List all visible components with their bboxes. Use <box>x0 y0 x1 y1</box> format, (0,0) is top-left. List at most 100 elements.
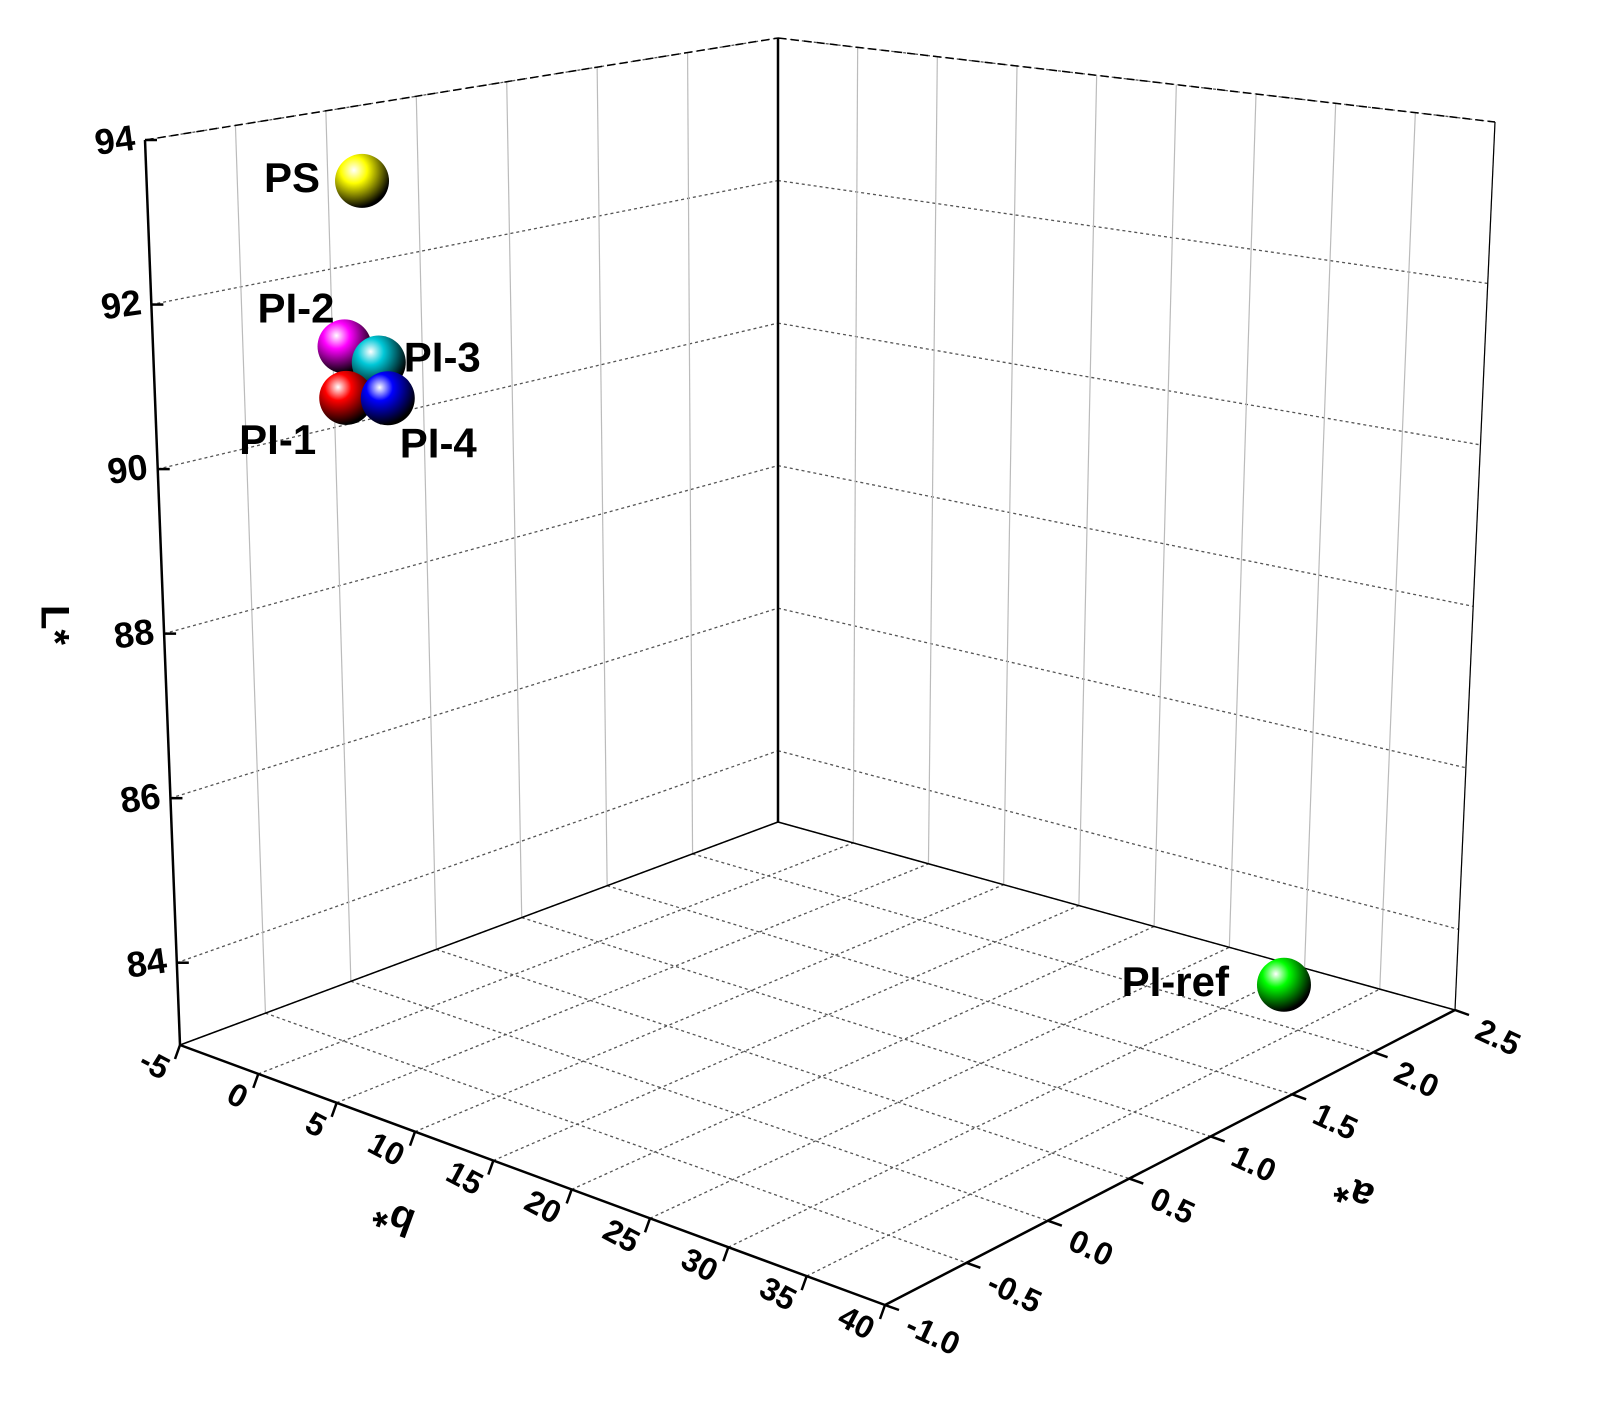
point-label: PI-2 <box>257 285 334 332</box>
tick-mark <box>487 1160 495 1175</box>
z-tick-label: 84 <box>124 939 169 985</box>
top-edge <box>144 37 779 141</box>
tick-mark <box>252 1073 260 1089</box>
z-tick-label: 92 <box>98 281 143 327</box>
grid-line <box>415 96 437 950</box>
z-axis-line <box>143 139 182 1046</box>
floor-edge <box>179 821 779 1046</box>
grid-line <box>777 607 1467 769</box>
tick-mark <box>800 1275 808 1291</box>
x-axis-title: b* <box>367 1190 420 1245</box>
grid-line <box>596 67 608 886</box>
grid-line <box>1303 103 1337 969</box>
x-tick-label: 30 <box>676 1240 724 1288</box>
z-axis-title: L* <box>32 605 76 645</box>
y-tick-label: 1.0 <box>1226 1138 1282 1189</box>
z-tick-label: 86 <box>118 775 163 821</box>
y-tick-label: 1.5 <box>1308 1096 1364 1147</box>
grid-line <box>436 948 1130 1180</box>
grid-line <box>336 863 929 1104</box>
tick-mark <box>878 1304 887 1320</box>
point-label: PI-ref <box>1122 958 1230 1005</box>
right-edge <box>1454 121 1496 1011</box>
y-tick-label: 0.0 <box>1063 1222 1119 1273</box>
x-tick-label: 20 <box>519 1183 567 1231</box>
grid-line <box>493 904 1080 1162</box>
tick-mark <box>330 1102 338 1118</box>
x-tick-label: 0 <box>221 1075 254 1115</box>
grid-line <box>927 56 938 864</box>
grid-line <box>1078 75 1098 906</box>
tick-mark <box>884 1303 900 1312</box>
x-tick-label: 25 <box>597 1211 645 1259</box>
grid-line <box>571 925 1155 1191</box>
grid-line <box>234 125 267 1014</box>
data-point <box>319 370 374 425</box>
z-tick-label: 90 <box>105 446 150 492</box>
grid-line <box>506 81 523 918</box>
grid-line <box>157 322 779 470</box>
point-label: PS <box>264 154 320 201</box>
grid-line <box>1379 112 1416 990</box>
grid-line <box>151 179 779 306</box>
x-tick-label: 15 <box>441 1154 489 1202</box>
data-point <box>360 371 415 426</box>
tick-mark <box>722 1246 730 1262</box>
tick-mark <box>173 1044 182 1060</box>
grid-line <box>1228 93 1257 948</box>
grid-line <box>325 110 352 982</box>
data-point <box>1256 957 1311 1012</box>
z-tick-label: 88 <box>111 610 156 656</box>
grid-line <box>265 1012 967 1264</box>
grid-line <box>176 750 779 964</box>
top-edge <box>777 37 1496 123</box>
grid-line <box>170 607 779 799</box>
x-tick-label: 40 <box>832 1298 880 1346</box>
grid-line <box>414 884 1004 1133</box>
x-tick-label: 35 <box>754 1269 802 1317</box>
y-tick-label: 2.0 <box>1389 1054 1445 1105</box>
grid-line <box>606 885 1293 1095</box>
tick-mark <box>1291 1093 1307 1101</box>
grid-line <box>521 916 1211 1138</box>
grid-line <box>728 967 1305 1248</box>
point-label: PI-4 <box>400 419 478 466</box>
tick-mark <box>408 1131 417 1147</box>
x-tick-label: 5 <box>300 1104 333 1144</box>
grid-line <box>777 464 1474 608</box>
data-point <box>335 153 390 208</box>
floor-edge <box>777 821 1456 1011</box>
y-tick-label: -0.5 <box>982 1264 1047 1320</box>
grid-line <box>649 946 1230 1219</box>
point-label: PI-1 <box>239 416 316 463</box>
grid-line <box>692 853 1374 1053</box>
tick-mark <box>1373 1050 1388 1059</box>
grid-line <box>686 52 694 854</box>
grid-line <box>163 465 779 635</box>
tick-mark <box>1454 1008 1470 1017</box>
grid-line <box>350 980 1049 1222</box>
tick-mark <box>1128 1177 1144 1185</box>
grid-line <box>1153 84 1177 927</box>
grid-line <box>852 47 859 843</box>
grid-line <box>777 750 1459 930</box>
z-tick-label: 94 <box>92 117 137 163</box>
tick-mark <box>565 1189 573 1204</box>
y-axis-title: a* <box>1328 1165 1379 1219</box>
grid-line <box>258 842 854 1075</box>
tick-mark <box>1210 1135 1226 1143</box>
grid-line <box>777 322 1481 446</box>
grid-line <box>1003 65 1018 885</box>
x-axis-line <box>179 1043 886 1307</box>
x-tick-label: 10 <box>362 1125 410 1173</box>
tick-mark <box>966 1261 981 1270</box>
y-tick-label: -1.0 <box>900 1306 965 1362</box>
tick-mark <box>643 1217 652 1233</box>
y-tick-label: 0.5 <box>1145 1180 1201 1231</box>
grid-line <box>777 179 1488 285</box>
grid-line <box>806 988 1381 1277</box>
y-tick-label: 2.5 <box>1470 1011 1526 1062</box>
tick-mark <box>1047 1219 1063 1227</box>
y-axis-line <box>884 1008 1456 1307</box>
